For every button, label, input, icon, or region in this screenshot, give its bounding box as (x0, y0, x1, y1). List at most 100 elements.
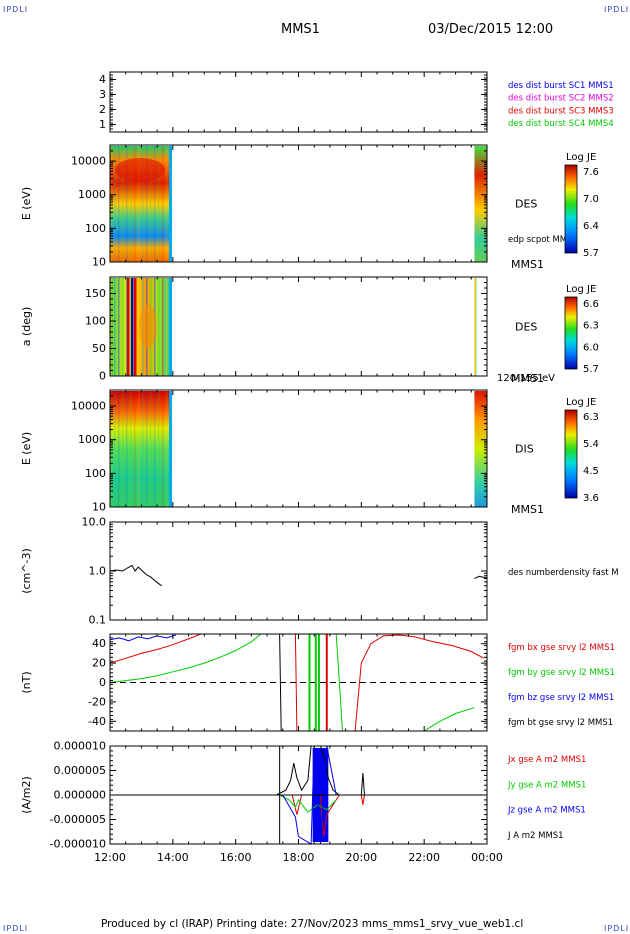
legend-entry: des dist burst SC1 MMS1 (508, 81, 614, 91)
spectrogram-stripe (158, 146, 160, 262)
corner-label-bottom-right: IPDLI (604, 924, 630, 933)
y-tick-label: 50 (92, 342, 106, 355)
instrument-label: DES (515, 198, 537, 211)
series-line (280, 795, 487, 812)
y-axis-label: E (eV) (20, 432, 33, 465)
spectrogram-stripe (154, 146, 156, 262)
legend-entry: Jx gse A m2 MMS1 (507, 755, 586, 765)
y-tick-label: 10 (92, 501, 106, 514)
spectrogram-stripe (126, 146, 128, 262)
spacecraft-label: MMS1 (511, 372, 544, 385)
spectrogram-stripe (166, 146, 168, 262)
spectrogram-stripe (158, 278, 160, 376)
y-tick-label: 1.0 (89, 565, 107, 578)
series-line (109, 564, 488, 587)
colorbar-title: Log JE (566, 397, 596, 408)
legend-entry: J A m2 MMS1 (507, 831, 564, 841)
spectrogram-stripe (146, 391, 148, 507)
colorbar-tick-label: 6.4 (583, 221, 599, 232)
spectrogram-stripe (114, 146, 116, 262)
footer-credits: Produced by cl (IRAP) Printing date: 27/… (101, 918, 524, 930)
legend-entry: Jy gse A m2 MMS1 (507, 780, 586, 790)
y-tick-label: 1000 (78, 433, 106, 446)
colorbar-tick-label: 5.7 (583, 248, 599, 259)
y-tick-label: 0.1 (89, 614, 107, 627)
spectrogram-stripe (142, 391, 144, 507)
colorbar-title: Log JE (566, 152, 596, 163)
spectrogram-stripe (134, 391, 136, 507)
spectrogram-stripe (142, 146, 144, 262)
spectrogram-stripe (154, 391, 156, 507)
y-tick-label: 0.000010 (54, 740, 107, 753)
legend-entry: des dist burst SC3 MMS3 (508, 106, 614, 116)
y-tick-label: -0.000005 (50, 813, 106, 826)
instrument-label: DIS (515, 443, 534, 456)
spectrogram-stripe (146, 146, 148, 262)
legend-entry: fgm by gse srvy l2 MMS1 (508, 668, 615, 678)
y-tick-label: 10 (92, 256, 106, 269)
y-tick-label: 3 (99, 88, 106, 101)
colorbar-tick-label: 5.7 (583, 364, 599, 375)
spectrogram-block (474, 278, 477, 376)
colorbar (564, 296, 578, 370)
instrument-label: DES (515, 321, 537, 334)
data-edge-stripe (169, 146, 173, 262)
panel-frame (109, 521, 488, 621)
corner-label-bottom-left: IPDLI (3, 924, 29, 933)
spectrogram-stripe (118, 278, 120, 376)
y-tick-label: -0.000010 (50, 838, 106, 851)
spectrogram-stripe (122, 146, 124, 262)
spectrogram-stripe (162, 278, 164, 376)
y-axis-label: a (deg) (20, 307, 33, 347)
y-tick-label: -20 (88, 695, 106, 708)
pitch-angle-stripe (131, 278, 134, 376)
page-title: MMS1 (281, 22, 320, 37)
spectrogram-block (474, 391, 487, 507)
legend-entry: fgm bx gse srvy l2 MMS1 (508, 643, 615, 653)
spectrogram-stripe (126, 391, 128, 507)
y-axis-label: (nT) (20, 671, 33, 693)
spectrogram-stripe (118, 391, 120, 507)
panel-frame (109, 71, 488, 133)
spectrogram-block (474, 146, 487, 262)
x-tick-label: 14:00 (157, 851, 189, 864)
x-tick-label: 18:00 (283, 851, 315, 864)
legend-entry: Jz gse A m2 MMS1 (507, 806, 586, 816)
y-axis-label: E (eV) (20, 187, 33, 220)
y-tick-label: 0.000000 (54, 789, 107, 802)
colorbar-title: Log JE (566, 284, 596, 295)
spectrogram-stripe (158, 391, 160, 507)
spectrogram-stripe (130, 146, 132, 262)
energy-peak (115, 158, 165, 182)
spectrogram-stripe (162, 146, 164, 262)
pitch-angle-stripe (127, 278, 130, 376)
x-tick-label: 16:00 (220, 851, 252, 864)
pitch-angle-peak (139, 304, 157, 349)
data-edge-stripe (169, 391, 173, 507)
spectrogram-stripe (130, 278, 132, 376)
series-line (279, 633, 282, 732)
y-tick-label: 150 (85, 287, 106, 300)
legend-entry: fgm bt gse srvy l2 MMS1 (508, 718, 613, 728)
colorbar (564, 409, 578, 499)
colorbar-tick-label: 6.3 (583, 412, 599, 423)
spectrogram-stripe (150, 391, 152, 507)
y-tick-label: 20 (92, 657, 106, 670)
spectrogram-stripe (114, 391, 116, 507)
corner-label-top-left: IPDLI (3, 5, 29, 14)
panel-annotation: edp scpot MMS1 (508, 235, 578, 245)
pitch-angle-stripe (134, 278, 137, 376)
spectrogram-stripe (166, 391, 168, 507)
y-tick-label: 0 (99, 370, 106, 383)
y-tick-label: 0.000005 (54, 764, 107, 777)
legend-entry: des numberdensity fast M (508, 568, 619, 578)
legend-entry: des dist burst SC2 MMS2 (508, 94, 614, 104)
spectrogram-stripe (138, 146, 140, 262)
spectrogram-stripe (126, 278, 128, 376)
x-tick-label: 12:00 (94, 851, 126, 864)
spectrogram-stripe (110, 391, 112, 507)
y-tick-label: 1000 (78, 188, 106, 201)
y-tick-label: 100 (85, 222, 106, 235)
y-tick-label: -40 (88, 715, 106, 728)
